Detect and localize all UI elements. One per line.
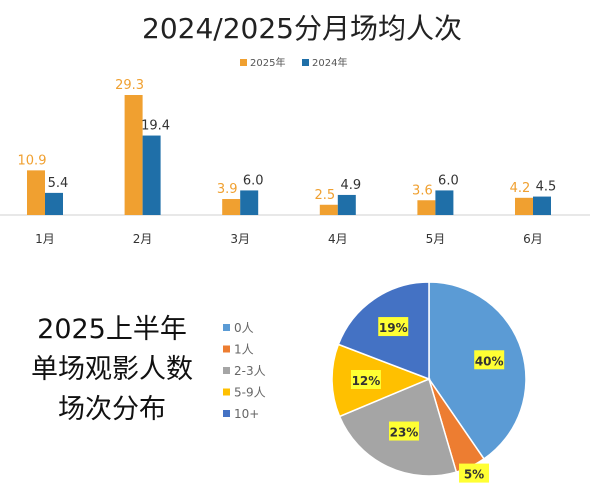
pie-value-label: 23% [390,426,419,440]
pie-slice [428,281,527,460]
pie-label-bg [378,317,409,337]
legend-label: 2025年 [250,56,285,69]
bar-value-label: 2.5 [314,188,335,203]
bar-value-label: 19.4 [141,119,170,134]
bar-value-label: 4.9 [340,178,361,193]
legend-swatch [240,59,247,66]
x-tick-label: 2月 [133,232,153,246]
bar-chart-title: 2024/2025分月场均人次 [142,12,462,45]
x-tick-label: 6月 [523,232,543,246]
pie-value-label: 5% [464,468,484,482]
bar [142,135,161,215]
legend-swatch [223,367,230,374]
pie-title-line-2: 单场观影人数 [31,354,193,385]
x-tick-label: 5月 [426,232,446,246]
pie-label-bg [388,421,419,441]
pie-label-bg [474,350,505,370]
bar [515,197,533,215]
x-tick-label: 4月 [328,232,348,246]
legend-label: 0人 [234,321,254,335]
bar-value-label: 5.4 [48,176,69,191]
pie-legend: 0人 1人 2-3人 5-9人 10+ [223,321,266,421]
bar [124,95,143,215]
bar-value-label: 10.9 [18,153,47,168]
legend-label: 5-9人 [234,386,266,400]
legend-swatch [223,410,230,417]
bar-value-label: 3.9 [217,182,238,197]
legend-swatch [223,388,230,396]
bar-value-label: 4.2 [510,181,531,196]
x-tick-label: 3月 [230,232,250,246]
bar-value-label: 29.3 [115,78,144,93]
bar [337,194,356,215]
pie-value-label: 12% [352,374,381,388]
pie-label-bg [459,463,490,483]
bar-legend: 2025年 2024年 [240,56,347,69]
pie-value-label: 19% [379,321,408,335]
bar [533,196,551,215]
pie-value-label: 40% [475,354,504,368]
pie-series: 40% 5% 23% 12% 19% [331,281,527,483]
bar [319,204,338,215]
x-tick-label: 1月 [35,232,55,246]
legend-swatch [302,59,309,66]
pie-title: 2025上半年 单场观影人数 场次分布 [31,314,193,425]
pie-title-line-3: 场次分布 [58,394,166,425]
legend-swatch [223,345,230,353]
pie-title-line-1: 2025上半年 [37,314,187,345]
legend-label: 2-3人 [234,364,266,378]
bar [222,199,241,215]
legend-label: 1人 [234,343,254,357]
bar [27,170,45,215]
bar-value-label: 3.6 [412,183,433,198]
legend-label: 10+ [234,407,259,421]
legend-label: 2024年 [312,56,347,69]
bar-value-label: 6.0 [243,173,264,188]
bar-value-label: 6.0 [438,173,459,188]
pie-label-bg [350,370,381,390]
bar [45,192,63,215]
bar [417,200,436,215]
bar [240,190,259,215]
bar-value-label: 4.5 [536,180,557,195]
bar-series: 10.95.4 1月 29.3 19.4 2月 3.9 6.0 3月 2.5 4.9 4月 3.6 6.… [18,78,557,246]
legend-swatch [223,324,230,331]
bar [435,190,454,215]
